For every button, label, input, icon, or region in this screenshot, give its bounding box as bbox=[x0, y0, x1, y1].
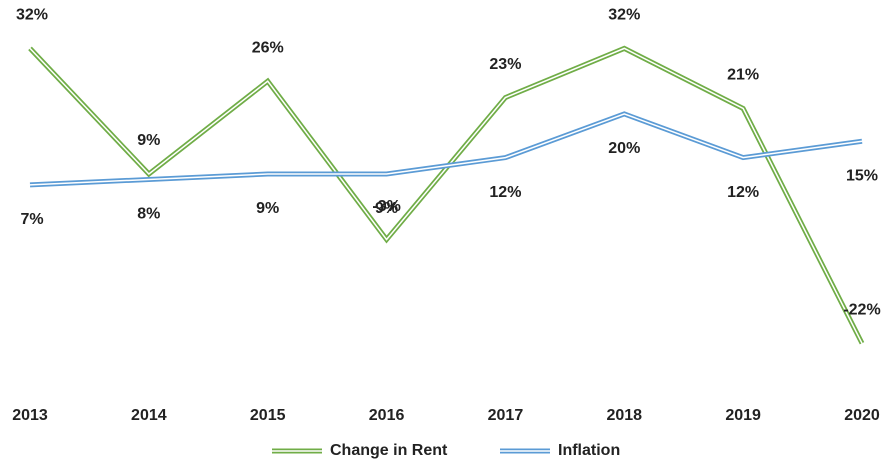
series-line-inner bbox=[29, 47, 863, 344]
data-label: 21% bbox=[727, 67, 759, 84]
x-tick-label: 2014 bbox=[131, 407, 167, 424]
data-label: -22% bbox=[843, 302, 880, 319]
x-tick-label: 2018 bbox=[606, 407, 642, 424]
data-label: 9% bbox=[137, 132, 160, 149]
x-tick-label: 2015 bbox=[250, 407, 286, 424]
series-line bbox=[29, 111, 863, 188]
data-label: 20% bbox=[608, 140, 640, 157]
x-tick-label: 2016 bbox=[369, 407, 405, 424]
data-label: 9% bbox=[375, 200, 398, 217]
data-label: 9% bbox=[256, 200, 279, 217]
data-label: 32% bbox=[16, 7, 48, 24]
data-label: 7% bbox=[20, 211, 43, 228]
x-tick-label: 2017 bbox=[488, 407, 524, 424]
series-line-inner bbox=[29, 113, 863, 186]
data-label: 23% bbox=[489, 56, 521, 73]
data-label: 12% bbox=[489, 184, 521, 201]
data-label: 26% bbox=[252, 39, 284, 56]
data-label: 32% bbox=[608, 7, 640, 24]
data-label: -3% bbox=[372, 198, 400, 215]
data-label: 12% bbox=[727, 184, 759, 201]
legend-label: Change in Rent bbox=[330, 442, 448, 459]
data-label: 8% bbox=[137, 206, 160, 223]
legend-label: Inflation bbox=[558, 442, 620, 459]
x-tick-label: 2013 bbox=[12, 407, 48, 424]
data-label: 15% bbox=[846, 167, 878, 184]
x-tick-label: 2020 bbox=[844, 407, 880, 424]
x-tick-label: 2019 bbox=[725, 407, 761, 424]
